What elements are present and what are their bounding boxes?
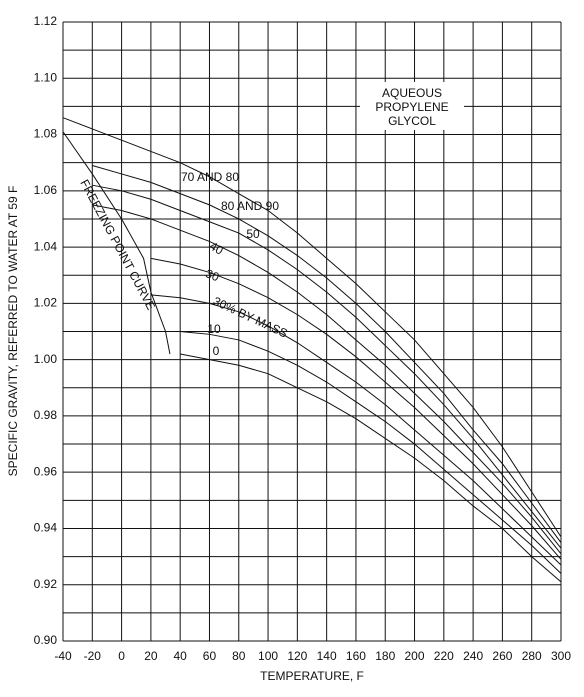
curve-label: 80 AND 90 [221, 199, 279, 213]
curve-label: FREEZING POINT CURVE [77, 177, 158, 312]
curve-label: 50 [246, 227, 260, 241]
curve-label: 10 [207, 322, 221, 336]
y-tick-label: 0.92 [34, 577, 58, 591]
curve-label: 30% BY MASS [211, 294, 290, 341]
y-tick-label: 0.94 [34, 521, 58, 535]
curve-label: 0 [213, 344, 220, 358]
x-tick-label: 40 [173, 649, 187, 663]
x-tick-label: 120 [287, 649, 307, 663]
annotation-text: AQUEOUS [382, 86, 442, 100]
y-tick-label: 1.06 [34, 183, 58, 197]
x-tick-label: 140 [317, 649, 337, 663]
x-tick-label: 280 [522, 649, 542, 663]
series-line [180, 331, 562, 574]
x-tick-label: 0 [118, 649, 125, 663]
y-tick-label: 0.96 [34, 464, 58, 478]
y-tick-label: 1.00 [34, 352, 58, 366]
x-tick-label: 300 [551, 649, 571, 663]
annotation-text: GLYCOL [388, 114, 436, 128]
series-line [62, 117, 562, 538]
x-tick-label: 260 [492, 649, 512, 663]
curve-label: 70 AND 80 [181, 170, 239, 184]
series-line [92, 165, 562, 543]
y-axis-title: SPECIFIC GRAVITY, REFERRED TO WATER AT 5… [6, 186, 20, 477]
x-tick-label: 60 [203, 649, 217, 663]
x-axis-title: TEMPERATURE, F [260, 669, 364, 683]
x-tick-label: 100 [258, 649, 278, 663]
curve-label: 40 [207, 239, 226, 258]
series-line [180, 353, 562, 583]
x-tick-label: 160 [346, 649, 366, 663]
x-tick-label: 220 [434, 649, 454, 663]
series-line [92, 204, 562, 555]
y-tick-label: 1.04 [34, 239, 58, 253]
x-tick-label: 20 [144, 649, 158, 663]
series-line [92, 184, 562, 549]
annotation-box [360, 82, 464, 130]
y-tick-label: 1.08 [34, 127, 58, 141]
series-line [150, 294, 562, 566]
y-tick-label: 0.98 [34, 408, 58, 422]
x-tick-label: 180 [375, 649, 395, 663]
x-tick-label: 240 [463, 649, 483, 663]
x-tick-label: -20 [84, 649, 102, 663]
freezing-curve [62, 131, 171, 355]
x-tick-label: -40 [54, 649, 72, 663]
annotation-text: PROPYLENE [375, 100, 448, 114]
y-tick-label: 1.12 [34, 14, 58, 28]
x-tick-label: 200 [405, 649, 425, 663]
x-tick-label: 80 [232, 649, 246, 663]
curve-label: 30 [203, 266, 221, 284]
y-tick-label: 1.02 [34, 296, 58, 310]
series-line [150, 257, 562, 560]
y-tick-label: 1.10 [34, 70, 58, 84]
y-tick-label: 0.90 [34, 633, 58, 647]
